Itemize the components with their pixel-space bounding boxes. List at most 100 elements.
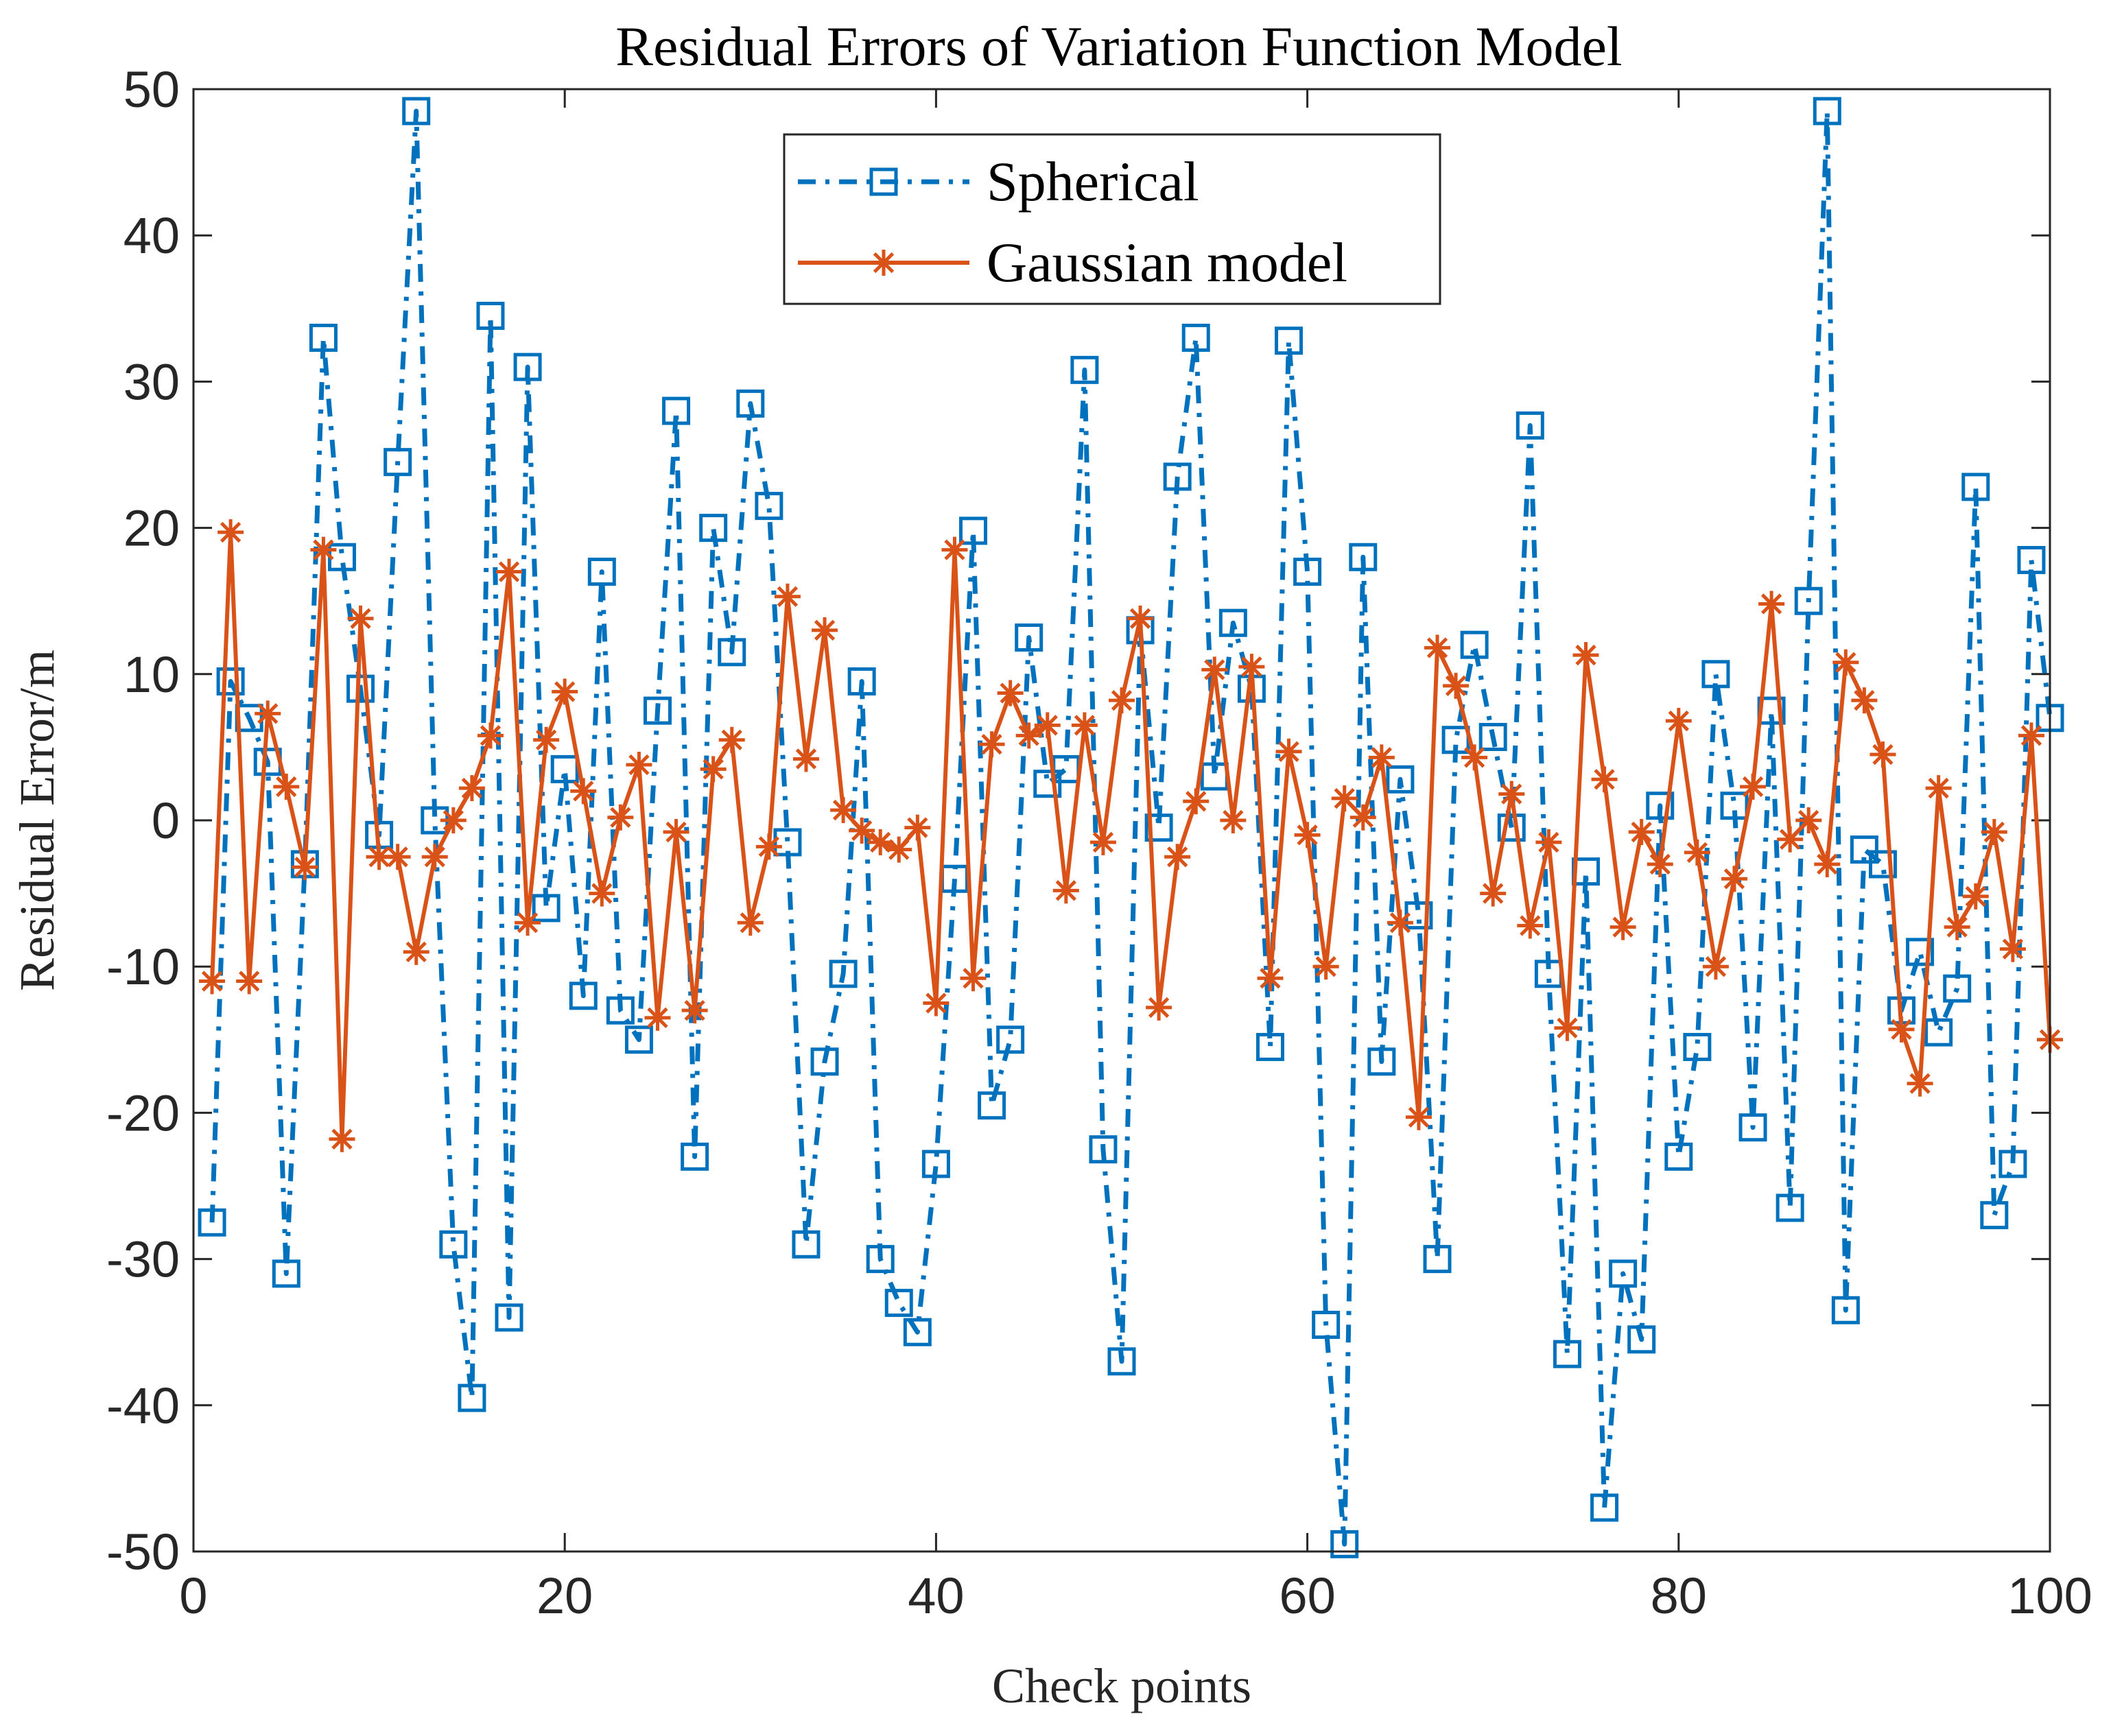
asterisk-stroke <box>498 561 520 582</box>
data-point <box>849 817 875 844</box>
data-point <box>1962 883 1989 909</box>
data-point <box>513 353 542 381</box>
data-point <box>810 1047 839 1076</box>
data-point <box>366 844 392 870</box>
data-point <box>662 396 691 425</box>
data-point <box>718 638 746 667</box>
data-point <box>1386 765 1415 794</box>
y-axis-label: Residual Error/m <box>10 650 64 991</box>
data-point <box>1813 97 1841 126</box>
data-point <box>587 558 616 586</box>
x-tick-label: 80 <box>1651 1567 1707 1624</box>
asterisk-stroke <box>591 883 613 904</box>
asterisk-stroke <box>1018 725 1039 746</box>
data-point <box>552 678 578 705</box>
data-point <box>439 1230 468 1259</box>
data-point <box>1071 712 1098 739</box>
plot-area-frame <box>192 88 2051 1553</box>
data-point <box>1851 687 1878 714</box>
data-point <box>812 617 838 643</box>
asterisk-stroke <box>814 619 836 641</box>
asterisk-stroke <box>777 586 799 607</box>
asterisk-stroke <box>573 781 594 802</box>
asterisk-stroke <box>721 729 742 750</box>
asterisk-stroke <box>1167 846 1188 868</box>
asterisk-stroke <box>1723 868 1745 890</box>
data-point <box>904 814 931 841</box>
asterisk-stroke <box>1520 915 1541 936</box>
data-point <box>886 836 912 863</box>
series-spherical <box>198 97 2064 1558</box>
data-point <box>1127 605 1154 632</box>
data-point <box>1832 649 1859 676</box>
y-tick-label: 30 <box>123 353 180 410</box>
chart-title: Residual Errors of Variation Function Mo… <box>615 15 1622 78</box>
data-point <box>1293 558 1322 586</box>
y-axis-ticks: 50 40 30 20 10 0 -10 -20 -30 -40 -50 <box>106 61 2050 1580</box>
data-point <box>792 746 819 772</box>
data-point <box>663 819 689 846</box>
asterisk-stroke <box>1148 997 1170 1019</box>
asterisk-stroke <box>350 608 371 629</box>
data-point <box>1460 630 1489 659</box>
data-point <box>1480 880 1507 907</box>
data-point <box>1349 804 1376 831</box>
data-point <box>644 696 672 725</box>
data-point <box>1015 623 1043 652</box>
asterisk-stroke <box>1204 659 1225 680</box>
data-point <box>292 854 318 881</box>
y-tick-label: 20 <box>123 500 180 557</box>
data-point <box>1609 914 1636 940</box>
asterisk-stroke <box>925 992 947 1014</box>
asterisk-stroke <box>1074 715 1096 736</box>
asterisk-stroke <box>1315 956 1336 977</box>
asterisk-stroke <box>1463 747 1485 768</box>
data-point <box>1349 543 1378 571</box>
asterisk-stroke <box>1483 883 1504 904</box>
asterisk-stroke <box>1501 783 1522 805</box>
data-point <box>1572 642 1599 669</box>
data-point <box>458 1383 486 1412</box>
data-point <box>1924 1018 1953 1047</box>
data-point <box>1146 994 1172 1021</box>
data-point <box>1961 473 1990 501</box>
data-point <box>1647 851 1673 877</box>
data-point <box>1628 819 1655 846</box>
data-point <box>1478 722 1507 751</box>
data-point <box>1255 1032 1284 1061</box>
data-point <box>866 1245 895 1274</box>
data-point <box>1721 866 1747 892</box>
data-point <box>1701 660 1730 689</box>
data-point <box>1294 822 1321 848</box>
asterisk-stroke <box>628 754 650 776</box>
series-layer <box>198 97 2064 1558</box>
data-point <box>570 778 597 805</box>
data-point <box>1331 785 1358 812</box>
asterisk-stroke <box>1223 809 1244 831</box>
data-point <box>384 844 411 870</box>
data-point <box>1109 687 1135 714</box>
data-point <box>1665 708 1692 735</box>
asterisk-stroke <box>832 799 854 821</box>
y-tick-label: 40 <box>123 207 180 264</box>
series-line <box>210 530 2052 1141</box>
asterisk-stroke <box>1575 644 1596 666</box>
asterisk-stroke <box>795 748 817 770</box>
x-tick-label: 100 <box>2007 1567 2092 1624</box>
data-point <box>700 756 727 783</box>
asterisk-stroke <box>1983 821 2005 843</box>
data-point <box>1423 1245 1452 1274</box>
asterisk-stroke <box>981 733 1002 755</box>
data-point <box>515 909 541 936</box>
y-tick-label: -10 <box>106 938 180 995</box>
data-point <box>1907 1070 1933 1097</box>
data-point <box>1107 1347 1136 1376</box>
data-point <box>1720 792 1749 820</box>
legend-marker <box>869 167 898 196</box>
data-point <box>1257 965 1284 992</box>
data-point <box>1591 766 1618 793</box>
data-point <box>440 807 467 833</box>
asterisk-stroke <box>1426 637 1448 658</box>
asterisk-stroke <box>1872 744 1894 765</box>
data-point <box>996 1025 1025 1054</box>
